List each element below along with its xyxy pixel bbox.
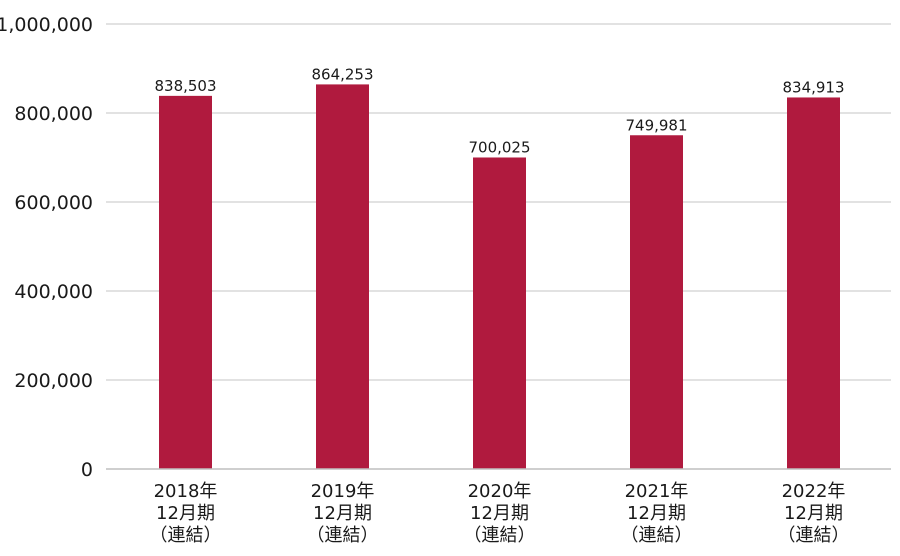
x-category-label-line: 12月期 [313, 503, 372, 524]
y-tick-label: 800,000 [14, 103, 93, 125]
bar [630, 135, 683, 469]
bar [316, 84, 369, 470]
bars [159, 84, 840, 470]
y-tick-label: 200,000 [14, 370, 93, 392]
x-category-label-line: （連結） [150, 525, 222, 546]
bar-value-labels: 838,503 864,253 700,025 749,981 834,913 [154, 65, 844, 156]
x-category-label-line: 2021年 [625, 481, 689, 502]
x-category-label-line: 2020年 [468, 481, 532, 502]
y-axis-tick-labels: 0 200,000 400,000 600,000 800,000 1,000,000 [0, 14, 93, 481]
bar [473, 157, 526, 469]
x-category-label-line: 12月期 [156, 503, 215, 524]
y-tick-label: 0 [81, 459, 93, 481]
bar-value-label: 834,913 [782, 78, 844, 96]
x-category-label-line: 2018年 [154, 481, 218, 502]
x-category-label-line: 2022年 [782, 481, 846, 502]
x-category-label-line: （連結） [307, 525, 379, 546]
x-axis-category-labels: 2018年12月期（連結）2019年12月期（連結）2020年12月期（連結）2… [150, 481, 850, 546]
x-category-label-line: 12月期 [784, 503, 843, 524]
bar-value-label: 700,025 [468, 138, 530, 156]
x-category-label-line: （連結） [778, 525, 850, 546]
bar [787, 97, 840, 469]
y-tick-label: 1,000,000 [0, 14, 93, 36]
x-category-label-line: （連結） [464, 525, 536, 546]
x-category-label-line: （連結） [621, 525, 693, 546]
bar-value-label: 838,503 [154, 77, 216, 95]
bar-value-label: 749,981 [625, 116, 687, 134]
x-category-label-line: 12月期 [627, 503, 686, 524]
bar-value-label: 864,253 [311, 65, 373, 83]
y-tick-label: 600,000 [14, 192, 93, 214]
x-category-label-line: 12月期 [470, 503, 529, 524]
x-category-label-line: 2019年 [311, 481, 375, 502]
y-tick-label: 400,000 [14, 281, 93, 303]
bar [159, 95, 212, 470]
